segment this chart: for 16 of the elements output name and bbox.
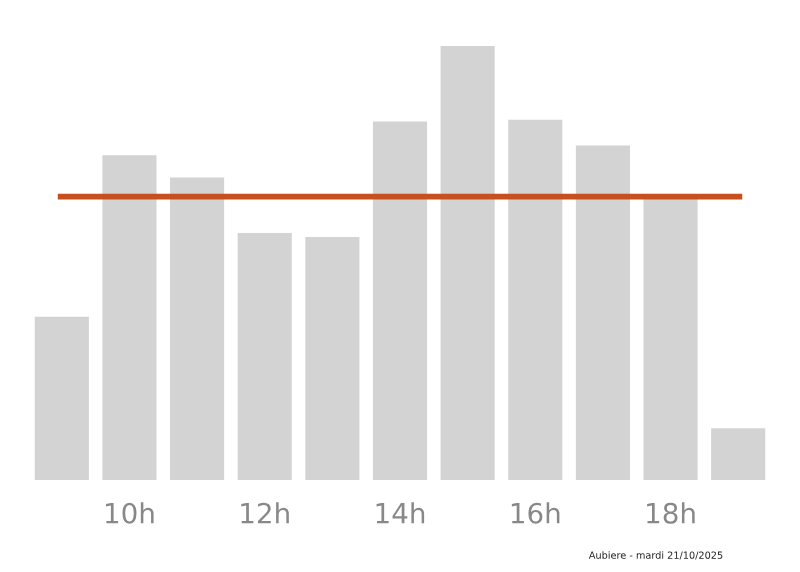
bar	[643, 197, 698, 480]
bar	[508, 119, 563, 480]
x-tick-label: 16h	[511, 502, 560, 524]
bar	[372, 121, 428, 480]
bar	[237, 233, 292, 480]
bar	[711, 428, 766, 480]
bar	[102, 155, 157, 480]
bar	[34, 316, 89, 480]
bar	[170, 177, 225, 480]
bar	[440, 46, 495, 480]
x-tick-label: 10h	[106, 502, 154, 524]
x-tick-label: 14h	[376, 502, 425, 524]
x-tick-label: 18h	[647, 502, 695, 524]
x-tick-label: 12h	[241, 502, 289, 524]
bar	[305, 236, 360, 480]
bar	[575, 145, 630, 480]
